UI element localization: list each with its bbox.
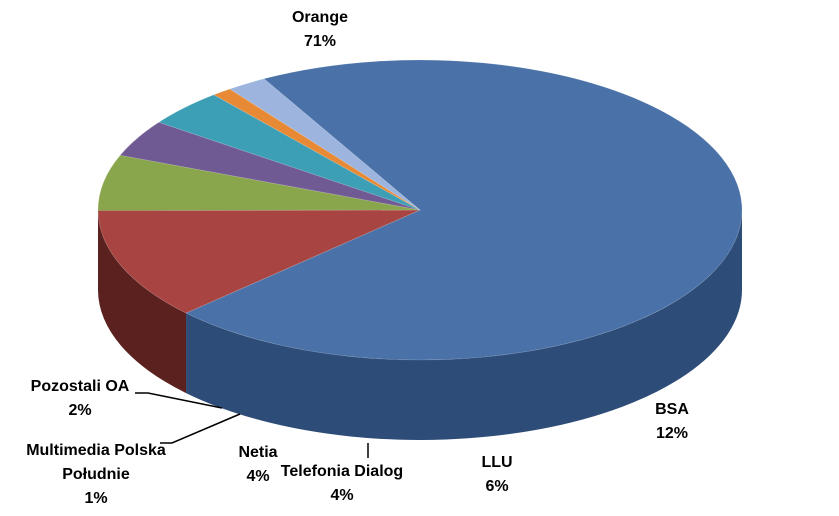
label-orange-value: 71% bbox=[303, 33, 337, 50]
slice-pozostali-oa bbox=[228, 78, 421, 211]
label-orange-name: Orange bbox=[291, 9, 348, 26]
pie-tops bbox=[97, 59, 743, 361]
slice-telefonia-dialog bbox=[119, 121, 421, 211]
label-multimedia-name: Multimedia Polska Południe bbox=[26, 442, 166, 483]
label-telefonia-value: 4% bbox=[330, 487, 354, 504]
slice-bsa bbox=[97, 209, 421, 314]
label-bsa-value: 12% bbox=[655, 425, 689, 442]
label-netia-name: Netia bbox=[238, 444, 278, 461]
label-orange: Orange 71% bbox=[270, 6, 370, 54]
slice-multimedia-polska-po-udnie bbox=[212, 88, 421, 211]
slice-netia bbox=[157, 94, 421, 211]
label-pozostali-name: Pozostali OA bbox=[30, 378, 130, 395]
leader-line-multimedia bbox=[160, 413, 241, 444]
slice-side-orange bbox=[186, 210, 742, 440]
label-netia-value: 4% bbox=[246, 468, 270, 485]
label-bsa-name: BSA bbox=[655, 401, 689, 418]
slice-llu bbox=[97, 154, 421, 211]
leader-line-pozostali bbox=[135, 392, 223, 409]
label-pozostali-value: 2% bbox=[68, 402, 92, 419]
pie-sides bbox=[98, 210, 742, 440]
label-multimedia: Multimedia Polska Południe 1% bbox=[22, 439, 170, 511]
label-telefonia: Telefonia Dialog 4% bbox=[262, 460, 422, 508]
label-llu-value: 6% bbox=[485, 478, 509, 495]
label-telefonia-name: Telefonia Dialog bbox=[280, 463, 404, 480]
slice-orange bbox=[185, 59, 743, 361]
label-llu-name: LLU bbox=[481, 454, 513, 471]
label-bsa: BSA 12% bbox=[632, 398, 712, 446]
leader-lines bbox=[135, 392, 369, 458]
slice-side-bsa bbox=[98, 210, 187, 394]
label-pozostali: Pozostali OA 2% bbox=[20, 375, 140, 423]
label-multimedia-value: 1% bbox=[84, 490, 108, 507]
label-netia: Netia 4% bbox=[223, 441, 293, 489]
label-llu: LLU 6% bbox=[457, 451, 537, 499]
